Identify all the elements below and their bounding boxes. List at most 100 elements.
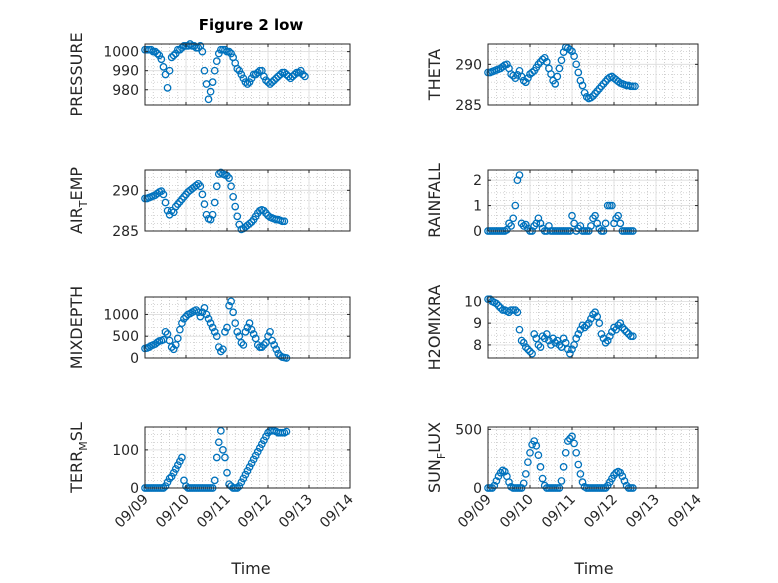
data-point [217, 426, 225, 435]
data-point [169, 345, 178, 354]
data-point [540, 53, 549, 62]
data-point [559, 48, 568, 56]
data-point [260, 341, 268, 349]
data-point [513, 308, 522, 317]
y-tick-label: 1 [473, 199, 482, 215]
rainfall-panel: 0 1 2 RAINFALL [425, 163, 699, 240]
data-point [200, 304, 209, 312]
data-point [171, 341, 180, 349]
data-point [610, 323, 618, 332]
data-point [515, 171, 524, 179]
data-point [603, 336, 612, 345]
data-point [521, 343, 530, 351]
data-point [221, 328, 229, 336]
data-point [511, 201, 520, 210]
y-axis-label: RAINFALL [425, 163, 444, 238]
data-point [225, 480, 233, 489]
y-axis-label: TERRMSL [67, 422, 90, 494]
data-point [249, 455, 258, 464]
data-point [200, 200, 209, 209]
data-point [165, 474, 174, 483]
data-point [227, 182, 235, 191]
data-point [202, 310, 211, 319]
data-point [587, 222, 595, 230]
sun-flux-panel: 0 500 09/09 09/10 09/11 09/12 09/13 09/14 SUNFLU… [425, 422, 705, 531]
data-point [534, 451, 543, 460]
data-point [204, 95, 213, 104]
data-point [576, 470, 585, 478]
data-point [264, 332, 272, 341]
data-point [264, 211, 272, 220]
data-point [239, 341, 248, 349]
data-point [547, 70, 555, 78]
data-point [167, 472, 176, 481]
data-point [622, 481, 631, 490]
data-point [208, 210, 217, 219]
data-point [616, 219, 625, 228]
data-point [212, 182, 221, 191]
data-point [559, 463, 568, 471]
data-point [517, 336, 526, 345]
data-point [260, 72, 268, 81]
axes-box [487, 296, 699, 359]
data-point [519, 338, 528, 347]
data-point [247, 74, 256, 83]
x-tick-label: 09/13 [623, 492, 663, 532]
data-point [221, 453, 229, 462]
data-point [208, 78, 217, 86]
data-point [578, 478, 587, 486]
data-point [178, 453, 186, 462]
data-point [247, 325, 256, 334]
data-point [528, 68, 536, 77]
data-point [272, 345, 281, 354]
data-point [557, 56, 566, 65]
data-point [587, 93, 595, 102]
data-point [542, 58, 551, 66]
data-point [169, 51, 178, 60]
data-point [200, 66, 209, 75]
data-point [534, 341, 543, 349]
y-axis-label: MIXDEPTH [67, 286, 86, 369]
y-tick-label: 500 [112, 329, 139, 345]
data-point [194, 43, 203, 52]
data-point [245, 319, 254, 327]
data-point [530, 437, 539, 445]
data-point [555, 64, 564, 73]
data-point [159, 190, 168, 199]
data-point [507, 222, 515, 230]
data-point [616, 319, 625, 327]
data-point [147, 45, 155, 54]
data-point [561, 448, 570, 457]
data-point [210, 198, 219, 207]
data-point [574, 330, 583, 338]
y-axis-label: SUNFLUX [425, 422, 448, 493]
data-point [206, 319, 215, 327]
data-point [597, 330, 606, 338]
data-point [547, 341, 555, 349]
data-point [241, 78, 250, 86]
data-point [624, 330, 633, 338]
data-point [167, 53, 176, 62]
data-point [519, 479, 528, 488]
data-point [290, 70, 299, 79]
data-point [513, 71, 522, 79]
data-point [301, 72, 309, 81]
data-point [572, 448, 581, 457]
air-temp-panel: 285 290 AIRTEMP [67, 167, 351, 240]
data-point [225, 301, 233, 310]
data-point [212, 453, 221, 462]
data-point [570, 52, 578, 61]
data-point [173, 461, 182, 469]
data-point [503, 60, 511, 69]
data-point [219, 446, 227, 454]
data-point [173, 334, 182, 343]
axes-box [487, 43, 699, 106]
data-point [245, 219, 254, 228]
data-point [198, 47, 207, 56]
data-point [219, 345, 227, 354]
data-point [268, 336, 276, 345]
axes-box [487, 426, 699, 489]
data-point [280, 217, 289, 226]
data-point [563, 437, 572, 445]
data-point [530, 330, 539, 338]
